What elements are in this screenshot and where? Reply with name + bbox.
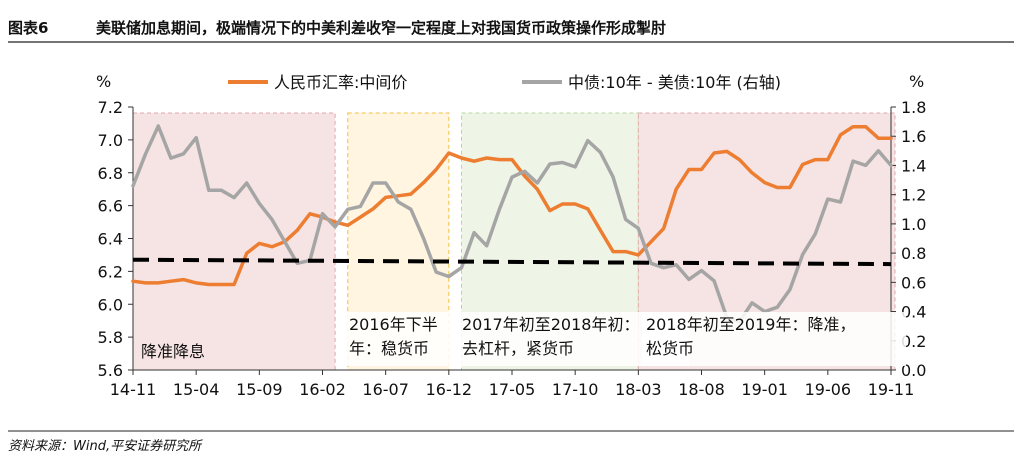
y-right-tick-label: 1.4: [901, 156, 926, 175]
y-left-tick-label: 7.0: [98, 131, 123, 150]
y-left-tick-label: 6.0: [98, 295, 123, 314]
x-tick-label: 18-03: [615, 380, 662, 399]
y-left-tick-label: 5.8: [98, 328, 123, 347]
region-label-bg: [642, 312, 906, 366]
source-note: 资料来源：Wind,平安证券研究所: [8, 438, 203, 454]
y-left-tick-label: 6.8: [98, 164, 123, 183]
y-right-tick-label: 0.0: [901, 361, 926, 380]
region-label-1: 降准降息: [141, 342, 205, 361]
x-tick-label: 15-04: [173, 380, 220, 399]
y-right-tick-label: 0.4: [901, 303, 926, 322]
y-right-tick-label: 0.2: [901, 332, 926, 351]
x-tick-label: 19-11: [868, 380, 915, 399]
y-right-tick-label: 0.6: [901, 273, 926, 292]
series-line-1: [131, 124, 893, 287]
y-right-tick-label: 1.6: [901, 127, 926, 146]
legend-label-1: 人民币汇率:中间价: [274, 73, 407, 92]
x-tick-label: 16-07: [362, 380, 409, 399]
region-label-2: 年：稳货币: [349, 339, 429, 358]
x-tick-label: 17-10: [552, 380, 599, 399]
x-tick-label: 16-02: [299, 380, 346, 399]
x-tick-label: 19-01: [741, 380, 788, 399]
x-tick-label: 15-09: [236, 380, 283, 399]
region-label-2: 2016年下半: [349, 315, 438, 334]
y-right-tick-label: 1.0: [901, 215, 926, 234]
region-1: [132, 112, 336, 371]
y-left-tick-label: 6.4: [98, 230, 123, 249]
y-right-tick-label: 1.2: [901, 186, 926, 205]
figure-label: 图表6: [8, 19, 48, 37]
y-right-unit: %: [909, 72, 924, 91]
x-tick-label: 18-08: [678, 380, 725, 399]
region-label-bg: [345, 312, 461, 366]
region-label-3: 2017年初至2018年初：: [462, 315, 639, 334]
y-right-tick-label: 1.8: [901, 98, 926, 117]
legend: 人民币汇率:中间价 中债:10年 - 美债:10年 (右轴): [228, 73, 781, 92]
y-left-tick-label: 7.2: [98, 98, 123, 117]
x-tick-label: 19-06: [805, 380, 852, 399]
axes-layer: 5.6 5.8 6.0 6.2 6.4 6.6 6.8 7.0 7.2 0.0 0.2 0.4 0.6 0…: [96, 72, 926, 399]
x-tick-label: 14-11: [110, 380, 157, 399]
y-left-tick-label: 5.6: [98, 361, 123, 380]
y-left-unit: %: [96, 72, 111, 91]
legend-label-2: 中债:10年 - 美债:10年 (右轴): [568, 73, 781, 92]
x-tick-label: 16-12: [426, 380, 473, 399]
series-layer: [131, 124, 893, 324]
series-line-2: [131, 124, 893, 324]
figure-footer: 资料来源：Wind,平安证券研究所: [8, 430, 1014, 454]
region-label-3: 去杠杆，紧货币: [462, 339, 574, 358]
y-right-tick-label: 0.8: [901, 244, 926, 263]
region-label-4: 2018年初至2019年：降准，: [646, 315, 855, 334]
figure-title: 美联储加息期间，极端情况下的中美利差收窄一定程度上对我国货币政策操作形成掣肘: [96, 19, 666, 37]
y-left-tick-label: 6.2: [98, 262, 123, 281]
region-label-4: 松货币: [646, 339, 694, 358]
x-tick-label: 17-05: [489, 380, 536, 399]
reference-dashed-line: [132, 257, 892, 267]
figure-header: 图表6 美联储加息期间，极端情况下的中美利差收窄一定程度上对我国货币政策操作形成…: [8, 19, 1014, 43]
y-left-tick-label: 6.6: [98, 197, 123, 216]
